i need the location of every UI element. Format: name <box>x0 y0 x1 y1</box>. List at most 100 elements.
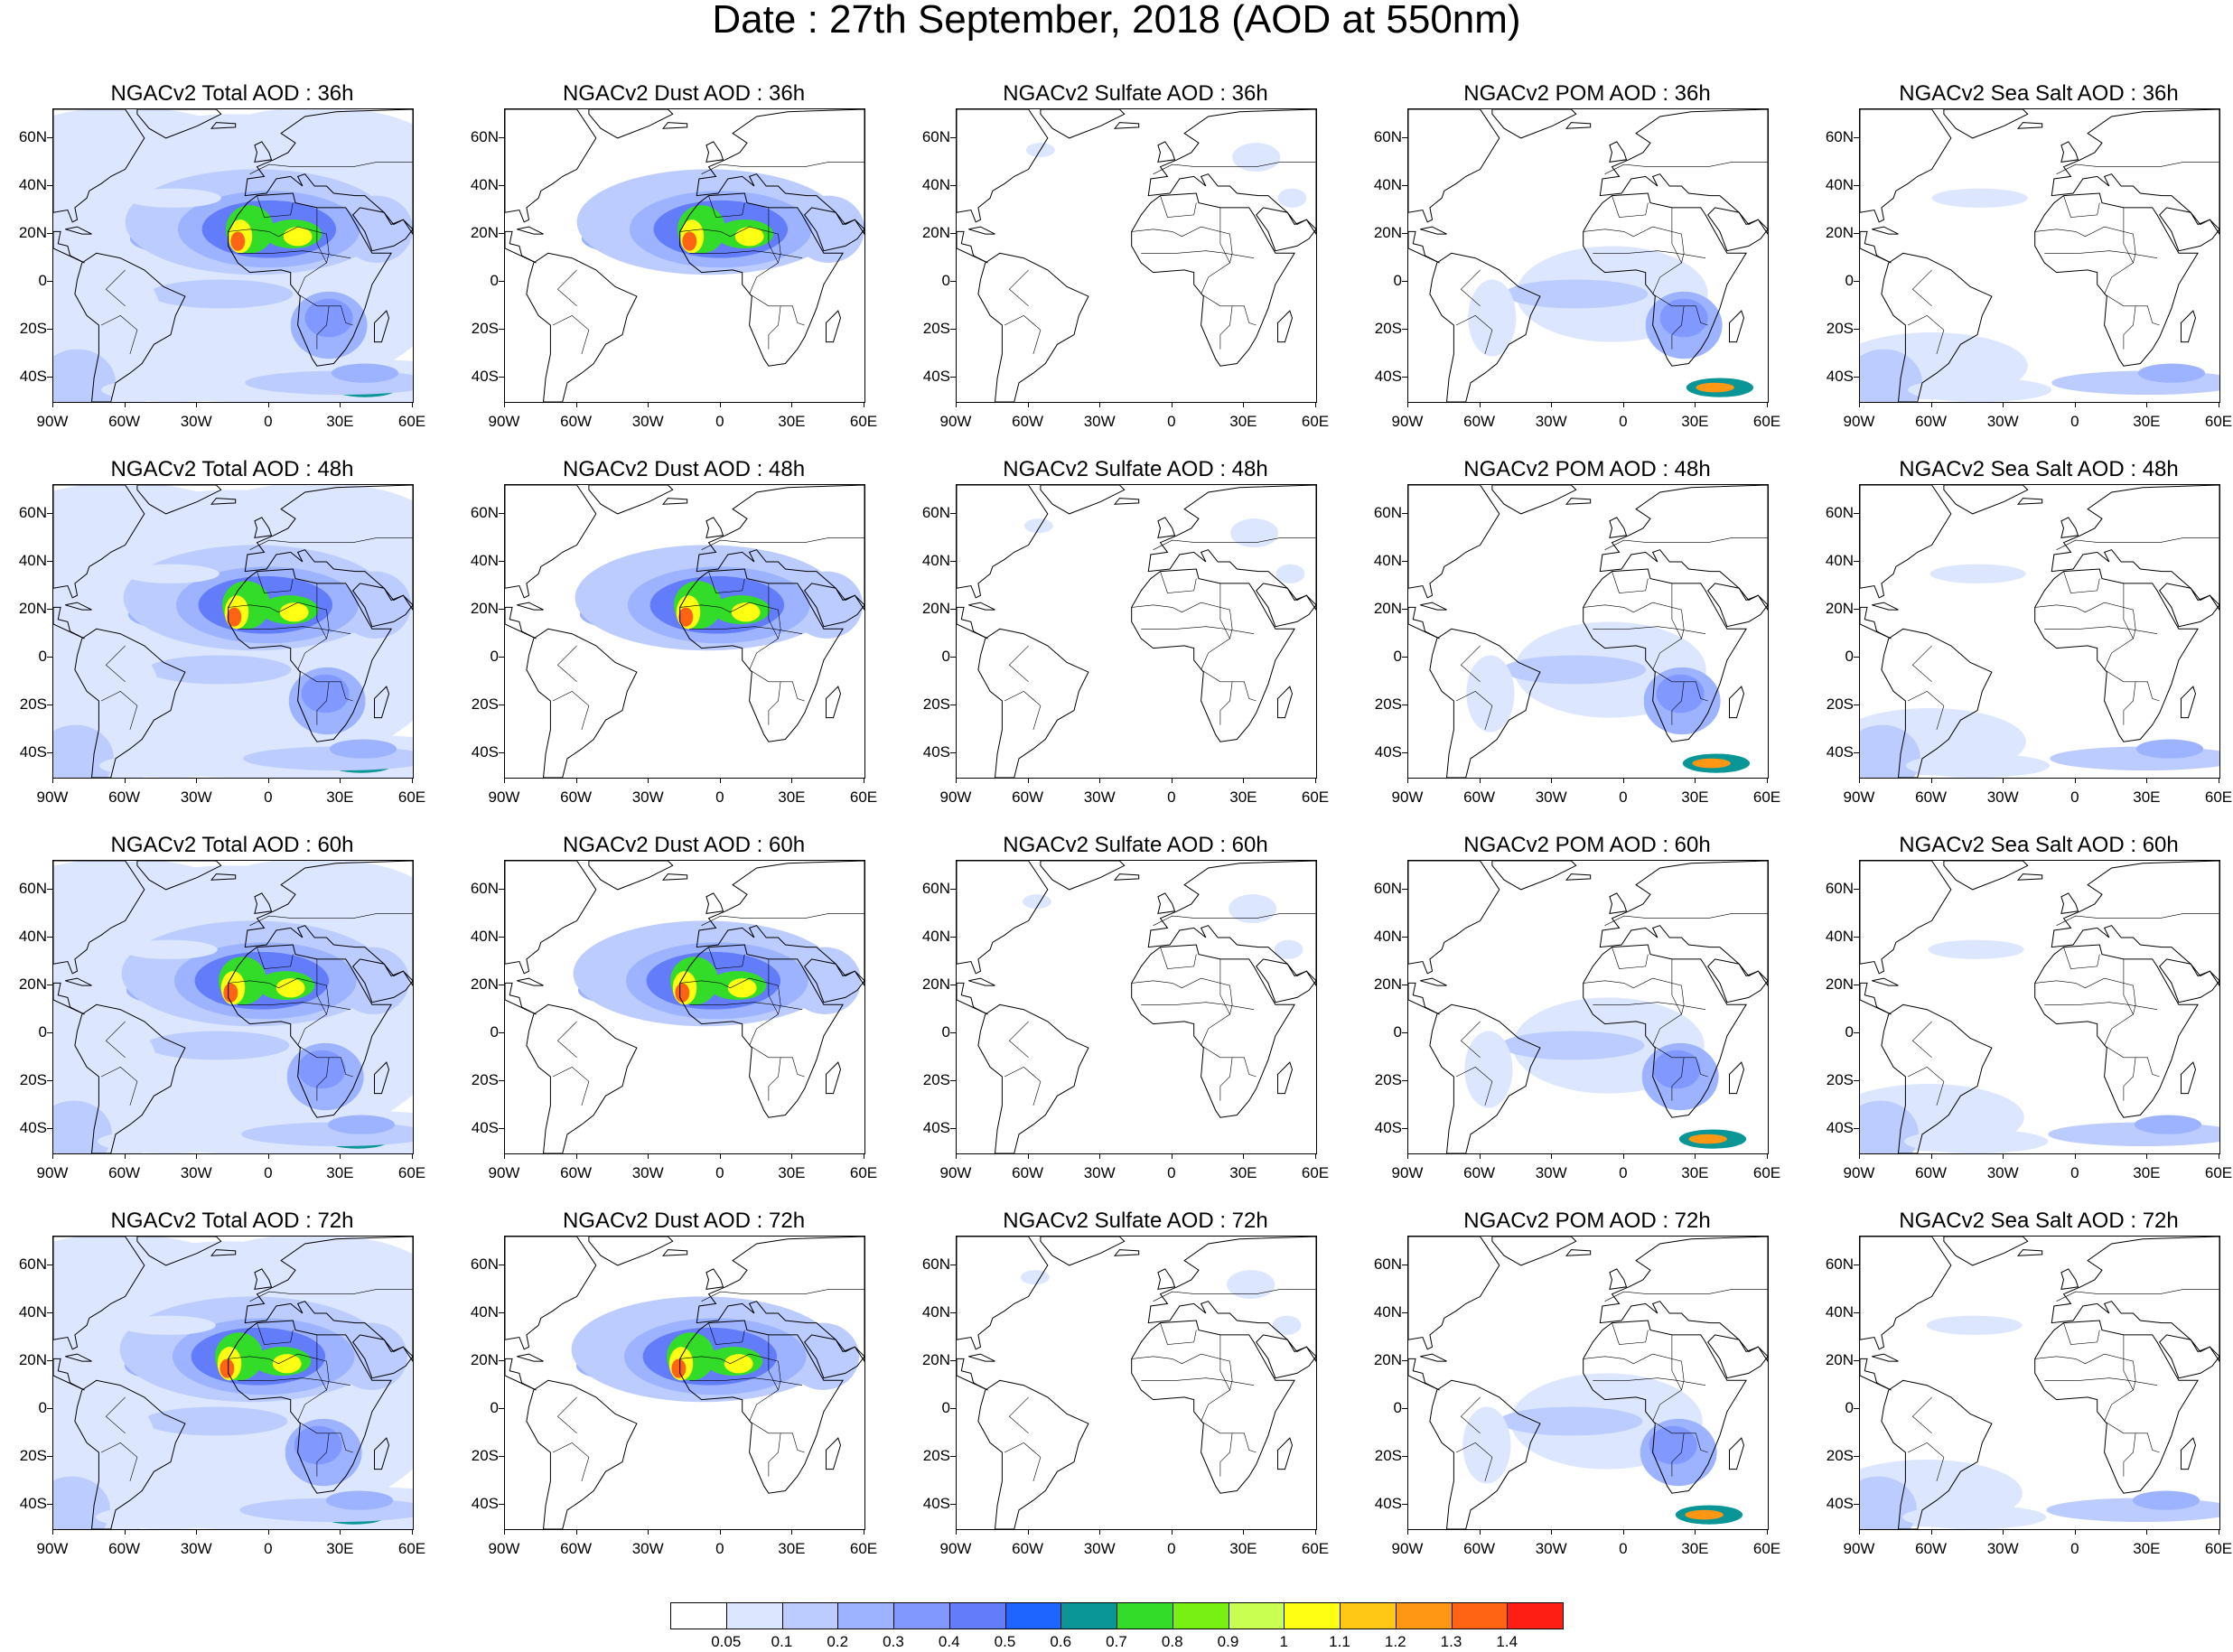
lon-tick-label: 30W <box>1083 1540 1116 1557</box>
lon-tick <box>1027 402 1029 407</box>
coastline-iceland <box>2017 873 2043 881</box>
country-border <box>238 1377 351 1386</box>
coastline-uk <box>1157 892 1176 914</box>
coastline-uk <box>1157 141 1176 163</box>
coastline-namerica <box>505 861 597 975</box>
lat-tick-label: 40N <box>18 175 47 193</box>
lon-tick-label: 30E <box>1681 413 1709 430</box>
coastline-africa <box>1131 568 1295 742</box>
lat-tick-label: 60N <box>1825 127 1854 145</box>
map-panel-total-36h: NGACv2 Total AOD : 36h 60N 40N 20N 0 20S 40S 90… <box>0 81 425 456</box>
colorbar <box>670 1602 1564 1629</box>
aerosol-field <box>113 279 162 357</box>
lon-tick-label: 0 <box>715 789 724 806</box>
country-border <box>1232 305 1257 326</box>
lat-tick-label: 0 <box>1845 1023 1854 1041</box>
country-border <box>701 1289 864 1302</box>
country-border <box>1201 1334 1230 1422</box>
country-border <box>701 537 864 550</box>
map-frame <box>504 484 865 779</box>
country-border <box>1008 645 1029 683</box>
country-border <box>1652 1045 1685 1101</box>
lat-tick <box>950 329 956 331</box>
lat-tick-label: 20S <box>1374 320 1402 338</box>
coastline-cuba <box>65 226 92 235</box>
lat-tick <box>47 752 52 754</box>
lat-tick-label: 20S <box>19 320 47 338</box>
lat-tick <box>950 281 956 283</box>
country-border <box>1593 626 1706 634</box>
coastline-samerica <box>74 1379 186 1529</box>
coastline-arabia <box>2159 207 2219 252</box>
map-panel-seasalt-48h: NGACv2 Sea Salt AOD : 48h 60N 40N 20N 0 20S 40… <box>1807 457 2232 832</box>
country-border <box>1201 958 1230 1046</box>
country-border <box>708 1322 745 1345</box>
coastline-eurasia <box>696 861 864 987</box>
coastline-uk <box>1609 517 1628 538</box>
lat-tick-label: 20S <box>922 1447 950 1465</box>
coastline-samerica <box>74 1003 186 1153</box>
coastline-namerica <box>957 1237 1049 1350</box>
country-border <box>1004 1442 1042 1481</box>
coastline-camerica <box>505 230 537 264</box>
coastline-camerica <box>505 982 537 1015</box>
country-border <box>552 1442 590 1481</box>
lat-tick-label: 40N <box>1825 175 1854 193</box>
colorbar-label: 0.7 <box>1106 1633 1127 1650</box>
lon-tick-label: 90W <box>488 413 520 430</box>
aerosol-field <box>1659 298 1708 338</box>
lon-tick-label: 90W <box>1843 413 1875 430</box>
lat-tick <box>1402 560 1407 562</box>
lon-tick-label: 60E <box>2204 1164 2233 1181</box>
lat-tick <box>47 281 52 283</box>
lon-tick <box>575 1529 577 1535</box>
colorbar-label: 1.1 <box>1329 1633 1350 1650</box>
lat-tick-label: 40S <box>471 1119 499 1137</box>
lat-tick <box>1402 657 1407 658</box>
aerosol-field <box>53 485 244 569</box>
coastline-arabia <box>2159 583 2219 628</box>
aerosol-field <box>119 1315 216 1335</box>
lon-tick-label: 60W <box>108 1540 141 1557</box>
country-border <box>679 1353 781 1391</box>
coastline-camerica <box>957 606 988 639</box>
country-border <box>1141 250 1255 258</box>
coastline-madagascar <box>374 310 390 343</box>
country-border <box>1604 1289 1768 1302</box>
aerosol-field <box>107 1406 156 1484</box>
lon-tick-label: 0 <box>715 1540 724 1557</box>
lat-tick-label: 20N <box>470 600 499 618</box>
lon-tick <box>267 1153 269 1159</box>
lat-tick <box>47 1408 52 1410</box>
lon-tick-label: 90W <box>1843 789 1875 806</box>
lat-tick-label: 60N <box>1825 1255 1854 1273</box>
lat-tick-label: 40S <box>1826 1495 1854 1513</box>
coastline-eurasia <box>244 109 413 236</box>
lat-tick-label: 20N <box>470 224 499 242</box>
lat-tick-label: 40S <box>922 368 950 386</box>
lat-tick-label: 0 <box>941 272 950 290</box>
lon-tick-label: 60E <box>397 1164 426 1181</box>
country-border <box>2104 1334 2134 1422</box>
coastline-namerica <box>1860 485 1952 599</box>
coastline-greenland <box>1491 485 1577 515</box>
map-panel-pom-72h: NGACv2 POM AOD : 72h 60N 40N 20N 0 20S 40S 90W 6… <box>1355 1209 1780 1583</box>
lon-tick-label: 0 <box>1167 1164 1176 1181</box>
aerosol-field <box>98 1129 242 1153</box>
lon-tick <box>1407 402 1408 407</box>
lat-tick-label: 40S <box>1374 1119 1402 1137</box>
lon-tick <box>791 1153 793 1159</box>
panel-title: NGACv2 Sea Salt AOD : 36h <box>1899 81 2179 106</box>
coastline-greenland <box>588 1237 674 1266</box>
lat-tick <box>499 609 504 611</box>
lat-tick <box>499 1504 504 1506</box>
country-border <box>1652 958 1682 1046</box>
coastline-greenland <box>1491 109 1577 139</box>
country-border <box>257 1322 294 1345</box>
lon-tick <box>719 402 721 407</box>
country-border <box>1141 626 1255 634</box>
lat-tick-label: 40S <box>1826 368 1854 386</box>
lon-tick-label: 60E <box>397 789 426 806</box>
lat-tick-label: 40N <box>1825 551 1854 569</box>
lon-tick-label: 30W <box>1083 413 1116 430</box>
